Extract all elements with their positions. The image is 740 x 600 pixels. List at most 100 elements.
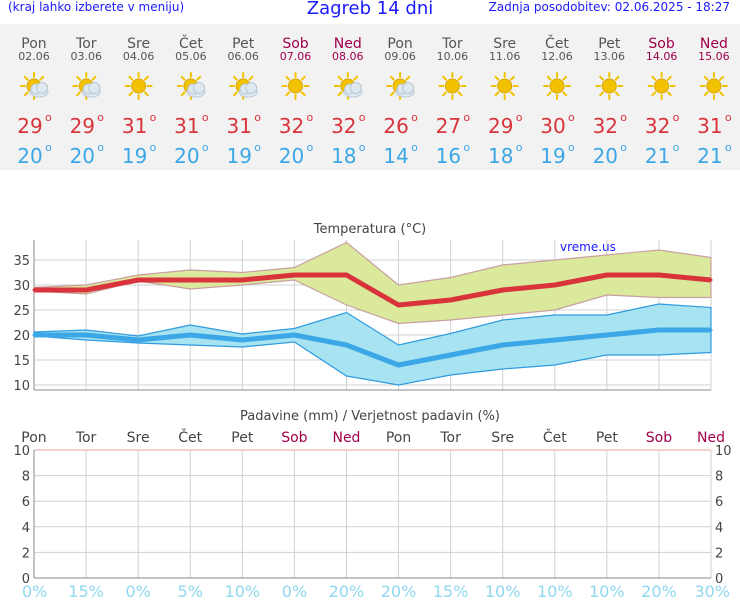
- min-temp-line: [34, 327, 711, 368]
- y-tick-label-left: 8: [22, 470, 30, 485]
- x-tick-label: Sre: [491, 430, 514, 446]
- day-name: Pet: [232, 36, 255, 52]
- degree-sign: o: [97, 141, 104, 154]
- data-point: [709, 278, 713, 282]
- y-tick-label: 25: [13, 304, 30, 319]
- precip-probability: 0%: [125, 582, 150, 600]
- degree-sign: o: [307, 141, 314, 154]
- degree-sign: o: [202, 141, 209, 154]
- day-name: Ned: [334, 36, 362, 52]
- precip-probability: 20%: [381, 582, 417, 600]
- y-tick-label-right: 6: [715, 495, 723, 510]
- x-tick-label: Ned: [332, 430, 360, 446]
- max-temp: 29: [17, 114, 42, 138]
- day-name: Čet: [545, 34, 569, 52]
- max-temp: 31: [226, 114, 251, 138]
- precip-probability: 20%: [329, 582, 365, 600]
- data-point: [449, 353, 453, 357]
- max-temp: 26: [383, 114, 408, 138]
- min-temp: 19: [226, 144, 251, 168]
- min-temp: 18: [331, 144, 356, 168]
- y-tick-label: 35: [13, 254, 30, 269]
- min-temp: 21: [645, 144, 670, 168]
- day-date: 12.06: [541, 50, 573, 63]
- data-point: [344, 343, 348, 347]
- degree-sign: o: [97, 111, 104, 124]
- temperature-chart: Temperatura (°C) vreme.us 10 15 20 25 30 35: [13, 222, 713, 394]
- degree-sign: o: [150, 111, 157, 124]
- menu-hint: (kraj lahko izberete v meniju): [8, 0, 185, 14]
- sun-cloud-icon: [20, 72, 49, 100]
- day-date: 13.06: [594, 50, 626, 63]
- min-temp: 16: [436, 144, 461, 168]
- y-tick-label-right: 8: [715, 470, 723, 485]
- data-point: [553, 338, 557, 342]
- degree-sign: o: [620, 111, 627, 124]
- precip-probability: 10%: [589, 582, 625, 600]
- min-temp: 19: [540, 144, 565, 168]
- day-date: 05.06: [175, 50, 207, 63]
- x-tick-label: Tor: [75, 430, 97, 446]
- degree-sign: o: [673, 141, 680, 154]
- precip-probability: 15%: [68, 582, 104, 600]
- data-point: [605, 333, 609, 337]
- min-temp: 18: [488, 144, 513, 168]
- max-temp: 31: [697, 114, 722, 138]
- data-point: [84, 333, 88, 337]
- data-point: [136, 338, 140, 342]
- precip-probability: 15%: [433, 582, 469, 600]
- degree-sign: o: [150, 141, 157, 154]
- max-temp: 30: [540, 114, 565, 138]
- degree-sign: o: [725, 141, 732, 154]
- y-tick-label: 30: [13, 279, 30, 294]
- precip-probability: 0%: [22, 582, 47, 600]
- data-point: [292, 333, 296, 337]
- day-name: Čet: [179, 34, 203, 52]
- sun-icon: [647, 72, 676, 100]
- forecast-panel: [0, 24, 740, 170]
- degree-sign: o: [568, 141, 575, 154]
- max-temp: 32: [331, 114, 356, 138]
- y-tick-label-right: 4: [715, 521, 723, 536]
- precip-probability: 5%: [178, 582, 203, 600]
- sun-icon: [124, 72, 153, 100]
- precip-probability: 10%: [485, 582, 521, 600]
- data-point: [188, 333, 192, 337]
- degree-sign: o: [45, 111, 52, 124]
- x-tick-label: Pon: [386, 430, 411, 446]
- day-date: 02.06: [18, 50, 50, 63]
- y-tick-label-left: 10: [13, 444, 30, 459]
- chart-title: Padavine (mm) / Verjetnost padavin (%): [240, 409, 500, 424]
- max-temp: 32: [593, 114, 618, 138]
- precip-probability: 10%: [225, 582, 261, 600]
- y-tick-label-left: 6: [22, 495, 30, 510]
- y-tick-label-left: 0: [22, 572, 30, 587]
- day-name: Sob: [648, 36, 674, 52]
- x-tick-label: Pet: [596, 430, 619, 446]
- day-name: Tor: [441, 36, 463, 52]
- data-point: [501, 343, 505, 347]
- data-point: [32, 288, 36, 292]
- chart-title: Temperatura (°C): [313, 222, 426, 237]
- precip-probability: 30%: [694, 582, 730, 600]
- day-date: 15.06: [698, 50, 730, 63]
- day-date: 11.06: [489, 50, 521, 63]
- min-temp: 20: [70, 144, 95, 168]
- x-tick-label: Pon: [21, 430, 46, 446]
- data-point: [32, 333, 36, 337]
- degree-sign: o: [359, 141, 366, 154]
- sun-icon: [699, 72, 728, 100]
- x-tick-label: Pet: [231, 430, 254, 446]
- degree-sign: o: [673, 111, 680, 124]
- data-point: [449, 298, 453, 302]
- day-name: Sob: [282, 36, 308, 52]
- day-name: Pet: [598, 36, 621, 52]
